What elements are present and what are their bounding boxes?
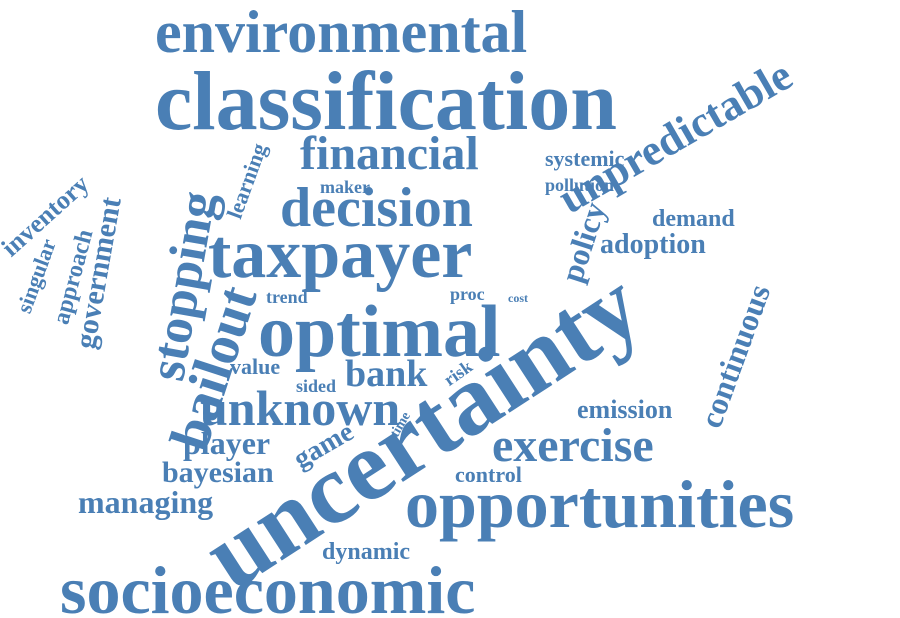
word-value: value xyxy=(230,354,281,379)
word-continuous: continuous xyxy=(692,279,778,433)
word-taxpayer: taxpayer xyxy=(208,216,473,293)
word-control: control xyxy=(455,462,522,487)
word-exercise: exercise xyxy=(492,419,654,472)
word-emission: emission xyxy=(577,395,673,424)
word-sided: sided xyxy=(296,376,337,396)
word-financial: financial xyxy=(300,127,479,180)
word-learning: learning xyxy=(221,139,272,222)
word-environmental: environmental xyxy=(155,0,528,65)
word-managing: managing xyxy=(78,484,214,520)
word-player: player xyxy=(183,425,271,461)
word-trend: trend xyxy=(266,287,308,307)
word-opportunities: opportunities xyxy=(405,466,795,542)
word-proc: proc xyxy=(450,284,485,304)
word-bayesian: bayesian xyxy=(162,456,274,489)
word-adoption: adoption xyxy=(600,229,706,260)
word-pollution: pollution xyxy=(545,175,615,195)
word-maker: maker xyxy=(320,177,370,197)
word-optimal: optimal xyxy=(258,291,501,373)
word-demand: demand xyxy=(652,206,735,232)
word-classification: classification xyxy=(155,55,617,148)
word-cost: cost xyxy=(508,291,528,305)
word-decision: decision xyxy=(280,177,473,239)
word-systemic: systemic xyxy=(545,146,625,171)
word-socioeconomic: socioeconomic xyxy=(60,552,476,618)
word-dynamic: dynamic xyxy=(322,539,411,565)
word-bank: bank xyxy=(345,353,428,395)
word-unknown: unknown xyxy=(200,380,401,436)
